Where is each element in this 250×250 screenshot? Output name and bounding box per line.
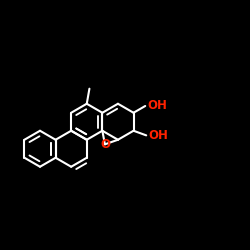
Text: OH: OH	[148, 129, 168, 142]
Text: O: O	[100, 138, 110, 151]
Text: OH: OH	[147, 100, 167, 112]
